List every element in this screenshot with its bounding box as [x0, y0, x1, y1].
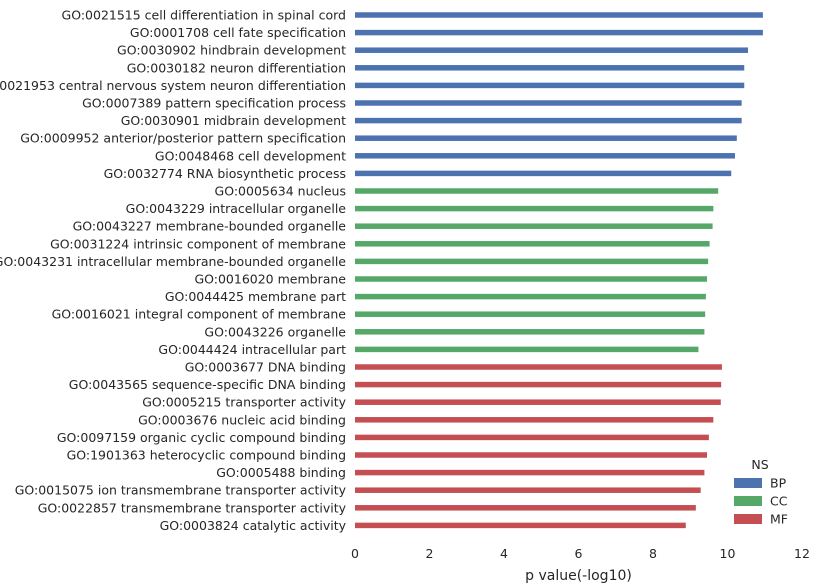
- bar: [355, 29, 763, 36]
- x-axis-title: p value(-log10): [525, 568, 632, 584]
- legend-swatch: [734, 514, 762, 524]
- category-label: GO:0043565 sequence-specific DNA binding: [69, 377, 346, 392]
- bar: [355, 381, 722, 388]
- category-label: GO:0097159 organic cyclic compound bindi…: [57, 430, 346, 445]
- category-label: GO:0043231 intracellular membrane-bounde…: [0, 254, 346, 269]
- category-label: GO:0005634 nucleus: [215, 184, 346, 199]
- category-label: GO:0048468 cell development: [155, 148, 346, 163]
- legend-label: CC: [770, 494, 788, 509]
- bar: [355, 469, 705, 476]
- bar: [355, 170, 732, 177]
- category-label: GO:0043227 membrane-bounded organelle: [73, 219, 347, 234]
- category-label: GO:0003824 catalytic activity: [160, 518, 347, 533]
- bar: [355, 205, 714, 212]
- category-label: GO:0001708 cell fate specification: [130, 25, 346, 40]
- category-label: GO:0016021 integral component of membran…: [52, 307, 347, 322]
- legend-swatch: [734, 478, 762, 488]
- category-label: GO:0015075 ion transmembrane transporter…: [15, 483, 347, 498]
- category-label: GO:0030902 hindbrain development: [117, 43, 346, 58]
- legend-label: BP: [770, 476, 787, 491]
- bar: [355, 223, 713, 229]
- x-tick-label: 0: [351, 546, 359, 561]
- bar: [355, 329, 705, 335]
- x-tick-label: 2: [426, 546, 434, 561]
- bar: [355, 12, 763, 18]
- bar: [355, 135, 737, 141]
- category-label: GO:0043226 organelle: [204, 324, 346, 339]
- category-labels-group: GO:0021515 cell differentiation in spina…: [0, 8, 347, 533]
- category-label: GO:0043229 intracellular organelle: [126, 201, 347, 216]
- bar: [355, 153, 735, 159]
- bar: [355, 399, 721, 405]
- bar: [355, 293, 706, 300]
- category-label: GO:0016020 membrane: [194, 272, 346, 287]
- category-label: GO:0005215 transporter activity: [142, 395, 346, 410]
- bar: [355, 117, 742, 124]
- category-label: GO:0032774 RNA biosynthetic process: [104, 166, 346, 181]
- category-label: GO:0022857 transmembrane transporter act…: [38, 500, 347, 515]
- category-label: GO:0005488 binding: [216, 465, 346, 480]
- category-label: GO:0021515 cell differentiation in spina…: [62, 8, 346, 23]
- category-label: GO:0044425 membrane part: [165, 289, 346, 304]
- x-tick-label: 6: [575, 546, 583, 561]
- legend: NS BP CC MF: [734, 457, 788, 527]
- bar: [355, 346, 699, 353]
- legend-label: MF: [770, 512, 788, 527]
- legend-title: NS: [751, 457, 768, 472]
- bar: [355, 505, 696, 511]
- x-tick-label: 8: [649, 546, 657, 561]
- category-label: GO:0003676 nucleic acid binding: [138, 412, 346, 427]
- category-label: GO:0030182 neuron differentiation: [127, 60, 346, 75]
- category-label: GO:0031224 intrinsic component of membra…: [50, 236, 346, 251]
- category-label: GO:1901363 heterocyclic compound binding: [67, 448, 346, 463]
- category-label: GO:0030901 midbrain development: [121, 113, 346, 128]
- category-label: GO:0009952 anterior/posterior pattern sp…: [20, 131, 346, 146]
- x-tick-label: 4: [500, 546, 508, 561]
- bar: [355, 276, 708, 282]
- legend-swatch: [734, 496, 762, 506]
- bar: [355, 241, 710, 247]
- category-label: GO:0021953 central nervous system neuron…: [0, 78, 346, 93]
- x-axis-ticks-group: 0 2 4 6 8 10 12: [351, 546, 810, 561]
- category-label: GO:0007389 pattern specification process: [82, 96, 346, 111]
- bar: [355, 258, 709, 265]
- bar: [355, 452, 708, 458]
- bar: [355, 188, 719, 194]
- bar: [355, 417, 714, 423]
- category-label: GO:0003677 DNA binding: [185, 360, 346, 375]
- x-tick-label: 10: [720, 546, 736, 561]
- bar: [355, 311, 706, 317]
- bar: [355, 65, 745, 71]
- x-tick-label: 12: [794, 546, 810, 561]
- bar: [355, 100, 742, 106]
- bars-group: [355, 12, 763, 529]
- category-label: GO:0044424 intracellular part: [158, 342, 346, 357]
- bar: [355, 434, 709, 441]
- bar: [355, 487, 701, 493]
- bar: [355, 364, 722, 370]
- bar: [355, 82, 745, 89]
- bar: [355, 47, 748, 53]
- bar: [355, 522, 686, 529]
